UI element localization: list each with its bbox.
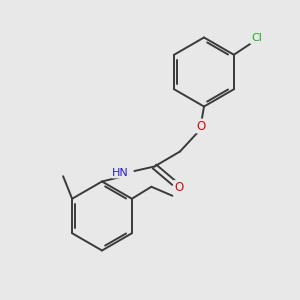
Text: HN: HN	[112, 167, 129, 178]
Text: Cl: Cl	[251, 33, 262, 43]
Text: O: O	[174, 181, 183, 194]
Text: O: O	[196, 119, 206, 133]
